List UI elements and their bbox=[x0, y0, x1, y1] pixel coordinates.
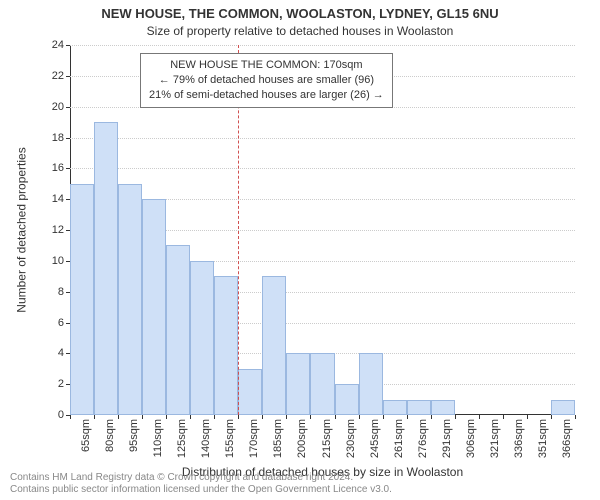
xtick-label: 291sqm bbox=[441, 419, 453, 458]
footer-line-1: Contains HM Land Registry data © Crown c… bbox=[10, 472, 392, 484]
xtick-label: 245sqm bbox=[369, 419, 381, 458]
xtick-label: 351sqm bbox=[537, 419, 549, 458]
bar bbox=[407, 400, 431, 415]
bar bbox=[166, 245, 190, 415]
bar bbox=[70, 184, 94, 415]
xtick-mark bbox=[286, 415, 287, 419]
ytick-label: 16 bbox=[52, 162, 64, 174]
xtick-label: 140sqm bbox=[200, 419, 212, 458]
xtick-mark bbox=[431, 415, 432, 419]
xtick-label: 110sqm bbox=[152, 419, 164, 457]
gridline bbox=[70, 138, 575, 139]
bar bbox=[94, 122, 118, 415]
xtick-label: 321sqm bbox=[489, 419, 501, 458]
xtick-mark bbox=[383, 415, 384, 419]
bar bbox=[238, 369, 262, 415]
bar bbox=[359, 353, 383, 415]
bar bbox=[190, 261, 214, 415]
xtick-label: 95sqm bbox=[128, 419, 140, 452]
bar bbox=[310, 353, 334, 415]
ytick-label: 18 bbox=[52, 132, 64, 144]
bar bbox=[262, 276, 286, 415]
ytick-mark bbox=[66, 76, 70, 77]
bar bbox=[551, 400, 575, 415]
bar bbox=[142, 199, 166, 415]
ytick-label: 0 bbox=[58, 409, 64, 421]
annotation-line: 21% of semi-detached houses are larger (… bbox=[149, 88, 384, 103]
ytick-mark bbox=[66, 138, 70, 139]
footer-credits: Contains HM Land Registry data © Crown c… bbox=[10, 472, 392, 496]
chart-title: NEW HOUSE, THE COMMON, WOOLASTON, LYDNEY… bbox=[0, 6, 600, 21]
ytick-label: 14 bbox=[52, 193, 64, 205]
ytick-label: 8 bbox=[58, 286, 64, 298]
ytick-label: 20 bbox=[52, 101, 64, 113]
xtick-label: 276sqm bbox=[417, 419, 429, 458]
xtick-label: 230sqm bbox=[345, 419, 357, 458]
xtick-mark bbox=[70, 415, 71, 419]
ytick-label: 4 bbox=[58, 347, 64, 359]
xtick-label: 125sqm bbox=[176, 419, 188, 458]
xtick-mark bbox=[214, 415, 215, 419]
xtick-mark bbox=[118, 415, 119, 419]
xtick-label: 261sqm bbox=[393, 419, 405, 458]
ytick-mark bbox=[66, 45, 70, 46]
bar bbox=[383, 400, 407, 415]
xtick-label: 366sqm bbox=[561, 419, 573, 458]
plot-area: 02468101214161820222465sqm80sqm95sqm110s… bbox=[70, 45, 575, 415]
xtick-label: 185sqm bbox=[272, 419, 284, 458]
xtick-label: 65sqm bbox=[80, 419, 92, 452]
y-axis-title: Number of detached properties bbox=[14, 45, 30, 415]
annotation-line: NEW HOUSE THE COMMON: 170sqm bbox=[149, 58, 384, 73]
xtick-mark bbox=[479, 415, 480, 419]
gridline bbox=[70, 168, 575, 169]
xtick-mark bbox=[262, 415, 263, 419]
xtick-label: 170sqm bbox=[248, 419, 260, 458]
bar bbox=[431, 400, 455, 415]
ytick-label: 12 bbox=[52, 224, 64, 236]
ytick-label: 24 bbox=[52, 39, 64, 51]
bar bbox=[118, 184, 142, 415]
xtick-label: 155sqm bbox=[224, 419, 236, 458]
ytick-label: 10 bbox=[52, 255, 64, 267]
ytick-mark bbox=[66, 107, 70, 108]
y-axis-title-text: Number of detached properties bbox=[15, 147, 29, 312]
footer-line-2: Contains public sector information licen… bbox=[10, 484, 392, 496]
xtick-mark bbox=[142, 415, 143, 419]
xtick-label: 80sqm bbox=[104, 419, 116, 452]
xtick-mark bbox=[359, 415, 360, 419]
xtick-label: 215sqm bbox=[321, 419, 333, 458]
xtick-mark bbox=[94, 415, 95, 419]
ytick-label: 22 bbox=[52, 70, 64, 82]
xtick-mark bbox=[407, 415, 408, 419]
ytick-mark bbox=[66, 168, 70, 169]
xtick-mark bbox=[190, 415, 191, 419]
xtick-label: 200sqm bbox=[296, 419, 308, 458]
xtick-mark bbox=[503, 415, 504, 419]
xtick-mark bbox=[166, 415, 167, 419]
chart-subtitle: Size of property relative to detached ho… bbox=[0, 24, 600, 38]
bar bbox=[214, 276, 238, 415]
gridline bbox=[70, 45, 575, 46]
bar bbox=[335, 384, 359, 415]
ytick-label: 2 bbox=[58, 378, 64, 390]
xtick-mark bbox=[527, 415, 528, 419]
xtick-mark bbox=[310, 415, 311, 419]
xtick-mark bbox=[575, 415, 576, 419]
bar bbox=[286, 353, 310, 415]
annotation-box: NEW HOUSE THE COMMON: 170sqm← 79% of det… bbox=[140, 53, 393, 108]
xtick-mark bbox=[238, 415, 239, 419]
xtick-mark bbox=[335, 415, 336, 419]
annotation-line: ← 79% of detached houses are smaller (96… bbox=[149, 73, 384, 88]
xtick-mark bbox=[551, 415, 552, 419]
xtick-label: 306sqm bbox=[465, 419, 477, 458]
xtick-mark bbox=[455, 415, 456, 419]
xtick-label: 336sqm bbox=[513, 419, 525, 458]
ytick-label: 6 bbox=[58, 317, 64, 329]
